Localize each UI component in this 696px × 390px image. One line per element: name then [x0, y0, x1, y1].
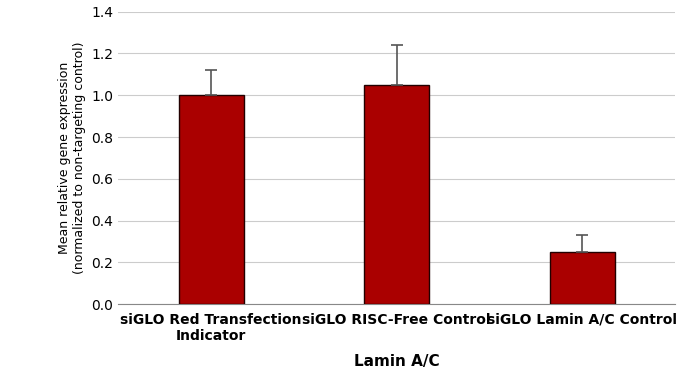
X-axis label: Lamin A/C: Lamin A/C	[354, 354, 440, 369]
Bar	[364, 85, 429, 304]
Bar	[550, 252, 615, 304]
Y-axis label: Mean relative gene expression
(normalized to non-targeting control): Mean relative gene expression (normalize…	[58, 42, 86, 274]
Bar	[179, 95, 244, 304]
